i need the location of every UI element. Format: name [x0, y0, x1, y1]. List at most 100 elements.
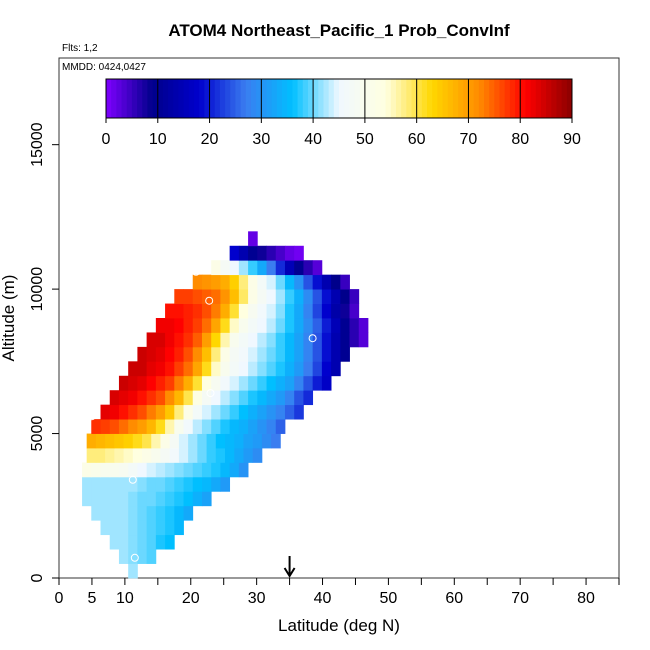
colorbar-segment — [188, 79, 195, 118]
heatmap-cell — [118, 520, 129, 536]
colorbar-segment — [370, 79, 376, 118]
heatmap-cell — [275, 361, 286, 377]
heatmap-cell — [215, 433, 226, 449]
heatmap-cell — [284, 274, 295, 290]
heatmap-cell — [128, 404, 138, 420]
y-axis-label: Altitude (m) — [0, 275, 18, 362]
heatmap-cell — [211, 260, 221, 276]
heatmap-cell — [192, 476, 203, 492]
heatmap-cell — [238, 260, 249, 276]
heatmap-cell — [284, 390, 295, 406]
heatmap-cell — [183, 332, 194, 348]
heatmap-cell — [248, 260, 258, 276]
heatmap-cell — [183, 404, 194, 420]
heatmap-cell — [109, 390, 120, 406]
flight-point — [308, 334, 317, 343]
heatmap-cell — [174, 303, 184, 319]
heatmap-cell — [169, 433, 180, 449]
colorbar-segment — [307, 79, 314, 118]
heatmap-cell — [266, 361, 277, 377]
colorbar-segment — [230, 79, 236, 118]
heatmap-cell — [165, 419, 175, 434]
heatmap-cell — [284, 289, 295, 304]
heatmap-cell — [284, 361, 295, 377]
heatmap-cell — [146, 419, 157, 434]
heatmap-cell — [137, 476, 148, 492]
heatmap-cell — [220, 375, 231, 391]
colorbar-segment — [551, 79, 557, 118]
heatmap-cell — [192, 274, 203, 290]
colorbar-segment — [463, 79, 469, 118]
colorbar-segment — [204, 79, 211, 118]
heatmap-cell — [321, 346, 332, 362]
heatmap-cell — [358, 332, 369, 348]
heatmap-cell — [248, 419, 258, 434]
heatmap-cell — [109, 404, 120, 420]
heatmap-cell — [86, 448, 97, 463]
flight-point — [192, 267, 200, 276]
heatmap-cell — [206, 433, 217, 449]
heatmap-cell — [257, 332, 267, 348]
heatmap-cell — [128, 361, 138, 377]
colorbar-segment — [385, 79, 392, 118]
heatmap-cell — [229, 375, 240, 391]
heatmap-cell — [294, 346, 304, 362]
heatmap-cell — [243, 448, 254, 463]
heatmap-cell — [118, 505, 129, 521]
heatmap-cell — [358, 318, 369, 333]
heatmap-cell — [257, 375, 267, 391]
heatmap-cell — [183, 289, 194, 304]
heatmap-cell — [151, 448, 161, 463]
heatmap-cell — [252, 433, 263, 449]
heatmap-cell — [321, 289, 332, 304]
flight-point — [128, 475, 137, 484]
heatmap-cell — [340, 346, 350, 362]
heatmap-cell — [266, 404, 277, 420]
x-tick-label: 60 — [445, 590, 463, 607]
heatmap-cell — [331, 361, 341, 377]
heatmap-cell — [211, 462, 221, 478]
heatmap-cell — [165, 505, 175, 521]
heatmap-cell — [146, 375, 157, 391]
colorbar-tick-label: 60 — [408, 131, 426, 148]
heatmap-cell — [257, 318, 267, 333]
heatmap-cell — [261, 433, 272, 449]
heatmap-cell — [257, 361, 267, 377]
colorbar-tick-label: 10 — [149, 131, 167, 148]
heatmap-cell — [105, 433, 115, 449]
heatmap-cell — [128, 563, 138, 579]
heatmap-cell — [192, 491, 203, 507]
heatmap-cell — [229, 404, 240, 420]
heatmap-cell — [248, 332, 258, 348]
heatmap-cell — [211, 274, 221, 290]
colorbar-segment — [152, 79, 159, 118]
heatmap-cell — [220, 390, 231, 406]
heatmap-cell — [312, 303, 323, 319]
heatmap-cell — [257, 419, 267, 434]
heatmap-cell — [312, 289, 323, 304]
heatmap-cell — [183, 375, 194, 391]
colorbar-segment — [432, 79, 438, 118]
heatmap-cell — [257, 274, 267, 290]
colorbar-segment — [509, 79, 516, 118]
heatmap-cell — [146, 520, 157, 536]
heatmap-cell — [271, 433, 281, 449]
colorbar-segment — [214, 79, 221, 118]
heatmap-cell — [165, 390, 175, 406]
heatmap-cell — [201, 274, 212, 290]
heatmap-cell — [248, 346, 258, 362]
heatmap-cell — [95, 448, 106, 463]
heatmap-cell — [201, 332, 212, 348]
heatmap-cell — [155, 375, 166, 391]
heatmap-cell — [174, 289, 184, 304]
heatmap-cell — [100, 520, 111, 536]
heatmap-cell — [192, 390, 203, 406]
heatmap-cell — [165, 534, 175, 550]
colorbar-segment — [245, 79, 252, 118]
colorbar-segment — [375, 79, 381, 118]
heatmap-cell — [275, 346, 286, 362]
heatmap-cell — [238, 404, 249, 420]
heatmap-cell — [229, 332, 240, 348]
flights-label: Flts: 1,2 — [62, 43, 98, 54]
